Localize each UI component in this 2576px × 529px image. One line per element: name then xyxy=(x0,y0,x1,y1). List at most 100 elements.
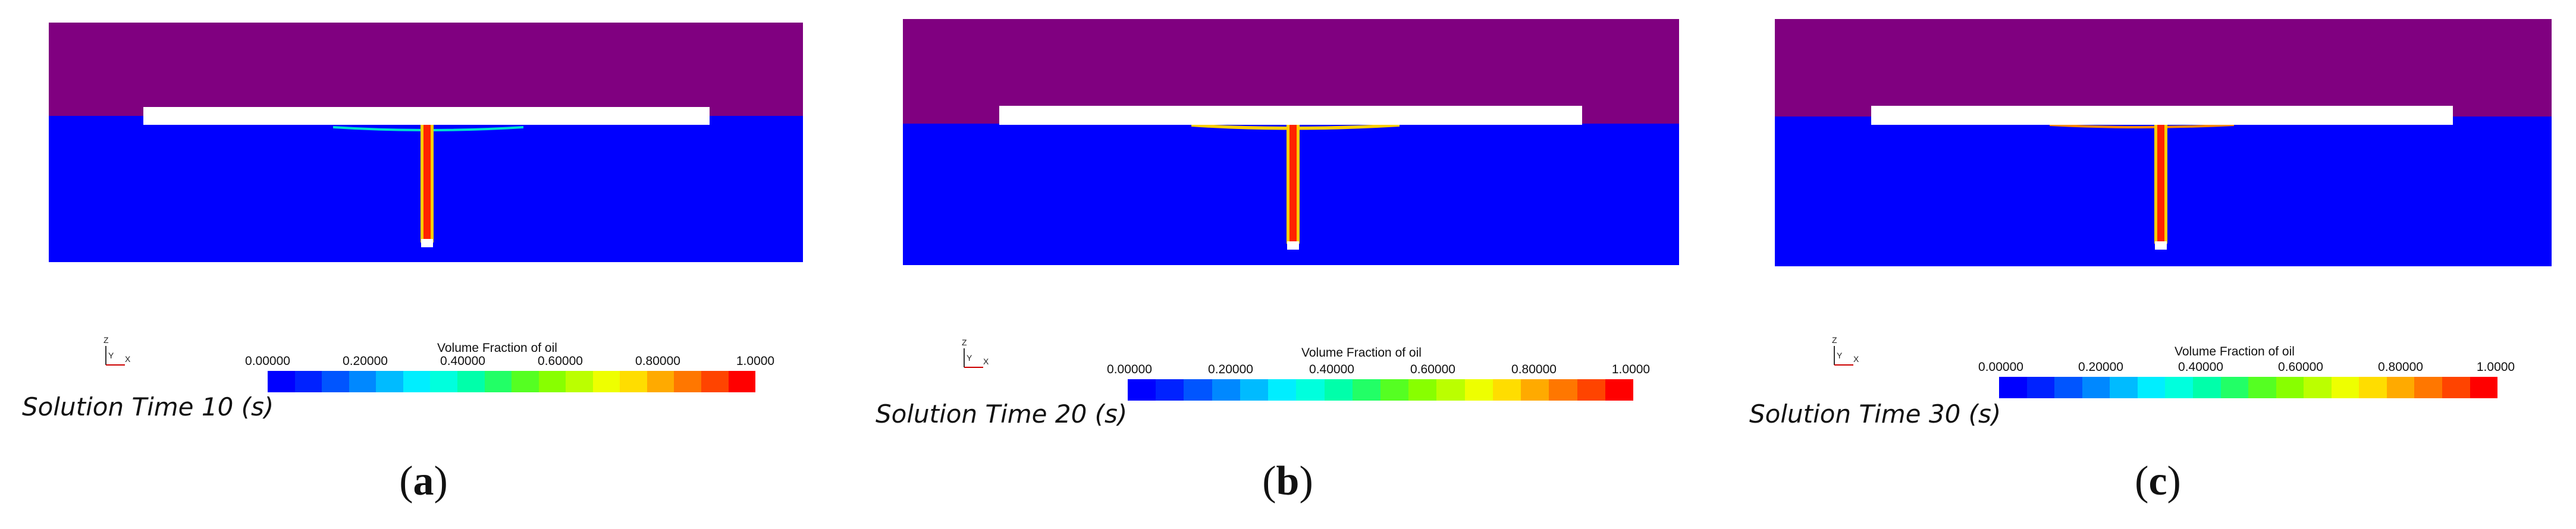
solution-time: Solution Time 20 (s) xyxy=(876,399,1128,429)
colorbar-swatch xyxy=(1324,379,1353,401)
colorbar-swatch xyxy=(2165,377,2193,398)
colorbar-swatch xyxy=(2276,377,2304,398)
colorbar-tick: 1.0000 xyxy=(1611,363,1651,376)
colorbar xyxy=(1128,379,1633,401)
colorbar-tick: 0.00000 xyxy=(245,354,290,368)
colorbar-swatch xyxy=(1549,379,1577,401)
colorbar-swatch xyxy=(294,371,322,392)
colorbar-tick: 0.60000 xyxy=(1410,363,1455,376)
axis-x-label: X xyxy=(1853,354,1859,364)
colorbar-swatch xyxy=(1240,379,1269,401)
nozzle xyxy=(1287,241,1299,250)
colorbar-swatch xyxy=(1436,379,1465,401)
colorbar-swatch xyxy=(2192,377,2221,398)
colorbar-tick: 0.80000 xyxy=(1511,363,1557,376)
colorbar-swatch xyxy=(268,371,295,392)
colorbar-swatch xyxy=(1352,379,1380,401)
colorbar-tick: 0.40000 xyxy=(2178,360,2223,374)
colorbar-swatch xyxy=(1380,379,1409,401)
floating-plate xyxy=(999,106,1582,125)
colorbar-swatch xyxy=(1296,379,1325,401)
caption-b: (b) xyxy=(1262,458,1313,504)
colorbar-swatch xyxy=(2331,377,2359,398)
solution-time: Solution Time 30 (s) xyxy=(1749,399,2001,429)
colorbar-swatch xyxy=(1212,379,1240,401)
panel-a: Z Y X Volume Fraction of oil 0.00000 0.2… xyxy=(0,0,858,529)
floating-plate xyxy=(143,107,710,125)
colorbar-title: Volume Fraction of oil xyxy=(1301,346,1422,360)
colorbar-swatch xyxy=(1156,379,1184,401)
nozzle xyxy=(2155,241,2167,250)
colorbar-swatch xyxy=(620,371,647,392)
colorbar-swatch xyxy=(674,371,701,392)
colorbar-swatch xyxy=(457,371,485,392)
colorbar-tick: 0.00000 xyxy=(1107,363,1152,376)
colorbar-swatch xyxy=(1184,379,1212,401)
colorbar-swatch xyxy=(1128,379,1156,401)
axis-x-label: X xyxy=(125,354,131,364)
axis-y-label: Y xyxy=(967,353,972,363)
colorbar-tick: 0.20000 xyxy=(2078,360,2123,374)
oil-pipe-core xyxy=(423,124,431,243)
colorbar-swatch xyxy=(484,371,512,392)
axis-z-label: Z xyxy=(103,335,109,345)
colorbar-tick: 0.40000 xyxy=(1309,363,1354,376)
colorbar xyxy=(268,371,756,392)
colorbar-tick: 0.60000 xyxy=(2278,360,2323,374)
colorbar-swatch xyxy=(538,371,566,392)
floating-plate xyxy=(1871,106,2453,125)
colorbar-tick: 1.0000 xyxy=(736,354,775,368)
oil-spread xyxy=(333,126,523,131)
axis-z-label: Z xyxy=(962,338,967,347)
colorbar-swatch xyxy=(349,371,376,392)
colorbar-swatch xyxy=(1521,379,1549,401)
simulation-view-b xyxy=(903,19,1679,265)
axis-z-label: Z xyxy=(1832,335,1837,345)
oil-pipe-core xyxy=(1289,125,1297,244)
colorbar-swatch xyxy=(2137,377,2166,398)
colorbar-swatch xyxy=(2414,377,2442,398)
colorbar-tick: 0.80000 xyxy=(635,354,680,368)
colorbar-swatch xyxy=(2110,377,2138,398)
colorbar-swatch xyxy=(2082,377,2110,398)
colorbar-swatch xyxy=(1268,379,1297,401)
air-region xyxy=(1775,19,2552,119)
colorbar-swatch xyxy=(2220,377,2249,398)
air-region xyxy=(49,23,803,118)
colorbar-swatch xyxy=(1492,379,1521,401)
colorbar-swatch xyxy=(403,371,431,392)
colorbar-swatch xyxy=(2054,377,2082,398)
colorbar-tick: 0.40000 xyxy=(440,354,485,368)
colorbar-swatch xyxy=(2442,377,2470,398)
colorbar-swatch xyxy=(592,371,620,392)
colorbar-swatch xyxy=(1408,379,1437,401)
colorbar-swatch xyxy=(2026,377,2055,398)
axis-triad: Z Y X xyxy=(95,335,137,371)
caption-a: (a) xyxy=(399,458,448,504)
colorbar-tick: 0.20000 xyxy=(343,354,388,368)
oil-spread xyxy=(2050,124,2234,128)
panel-b: Z Y X Volume Fraction of oil 0.00000 0.2… xyxy=(858,0,1717,529)
colorbar-swatch xyxy=(2386,377,2415,398)
colorbar-tick: 0.80000 xyxy=(2378,360,2423,374)
colorbar-title: Volume Fraction of oil xyxy=(437,341,557,355)
colorbar-swatch xyxy=(1605,379,1633,401)
axis-triad: Z Y X xyxy=(953,338,995,373)
colorbar-swatch xyxy=(322,371,349,392)
colorbar-swatch xyxy=(2470,377,2498,398)
colorbar-swatch xyxy=(728,371,756,392)
colorbar-swatch xyxy=(1999,377,2027,398)
colorbar-title: Volume Fraction of oil xyxy=(2175,345,2295,358)
colorbar-swatch xyxy=(376,371,403,392)
colorbar-tick: 0.00000 xyxy=(1978,360,2023,374)
colorbar-swatch xyxy=(430,371,457,392)
axis-y-label: Y xyxy=(1837,351,1843,360)
solution-time: Solution Time 10 (s) xyxy=(22,392,274,421)
colorbar-swatch xyxy=(647,371,674,392)
colorbar-tick: 0.20000 xyxy=(1208,363,1253,376)
colorbar-swatch xyxy=(512,371,539,392)
colorbar-swatch xyxy=(701,371,729,392)
panel-c: Z Y X Volume Fraction of oil 0.00000 0.2… xyxy=(1717,0,2575,529)
colorbar-swatch xyxy=(1577,379,1605,401)
colorbar-tick: 1.0000 xyxy=(2476,360,2515,374)
